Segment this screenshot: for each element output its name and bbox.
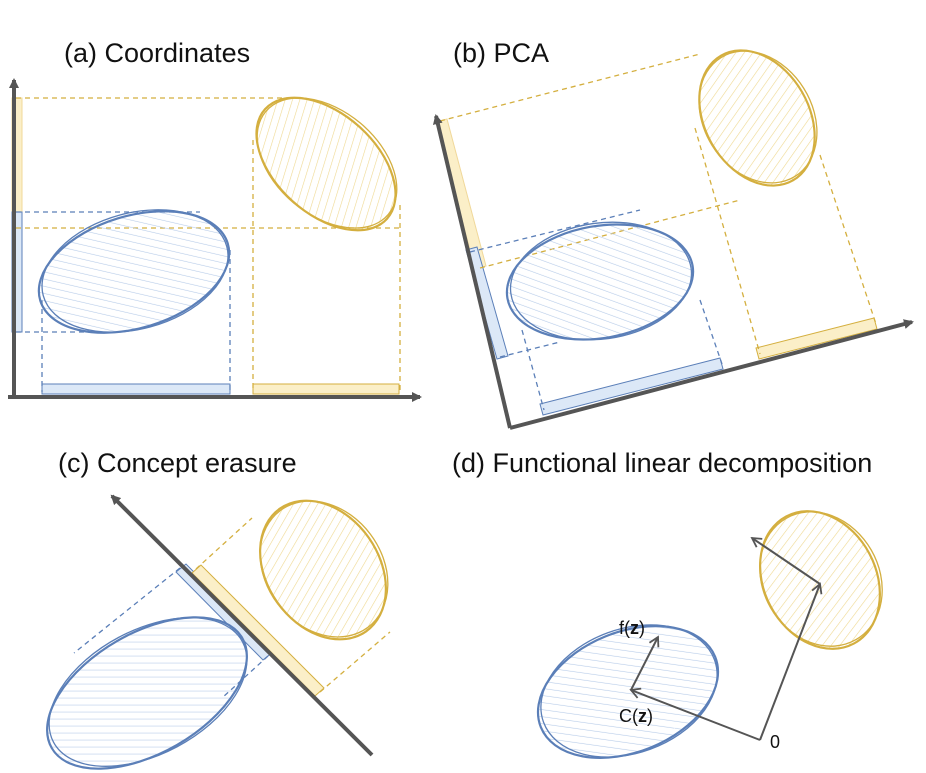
blue-cluster-a: [37, 209, 231, 334]
blue-projection-bar-b2: [539, 357, 724, 416]
axis-c-erasure-direction: [110, 494, 374, 757]
arrow-origin-to-gold-center: [759, 582, 823, 741]
blue-projection-lines-b: [469, 209, 723, 411]
label-origin: 0: [770, 732, 780, 752]
gold-projection-bar-b2: [755, 317, 878, 360]
blue-projection-lines-c: [73, 567, 269, 699]
gold-projection-lines-b: [439, 53, 877, 355]
axis-b-pc1: [509, 319, 914, 430]
panel-c-title: (c) Concept erasure: [58, 448, 297, 478]
panel-c: (c) Concept erasure: [46, 448, 391, 770]
arrow-c-to-f: [630, 635, 660, 691]
arrow-gold-offset: [750, 536, 821, 585]
blue-cluster-d: [536, 624, 720, 759]
blue-cluster-b: [505, 221, 695, 341]
panel-a: (a) Coordinates: [8, 38, 422, 402]
vectors-d: [629, 536, 823, 741]
panel-b-title: (b) PCA: [453, 38, 549, 68]
blue-cluster-c: [46, 616, 248, 770]
axis-b-pc2: [432, 114, 512, 429]
gold-cluster-b: [698, 49, 818, 187]
gold-cluster-a: [255, 96, 398, 232]
gold-cluster-d: [759, 510, 883, 650]
label-f-of-z: f(z): [619, 618, 645, 638]
panel-a-title: (a) Coordinates: [64, 38, 250, 68]
arrow-origin-to-c: [629, 687, 761, 741]
blue-projection-bar-x: [41, 383, 231, 395]
panel-d-title: (d) Functional linear decomposition: [452, 448, 872, 478]
gold-cluster-c: [259, 499, 389, 641]
gold-projection-lines-c: [195, 517, 391, 693]
panel-b: (b) PCA: [432, 38, 914, 430]
gold-projection-bar-x: [252, 383, 400, 395]
label-c-of-z: C(z): [619, 706, 653, 726]
panel-d: (d) Functional linear decomposition f(z)…: [452, 448, 883, 759]
